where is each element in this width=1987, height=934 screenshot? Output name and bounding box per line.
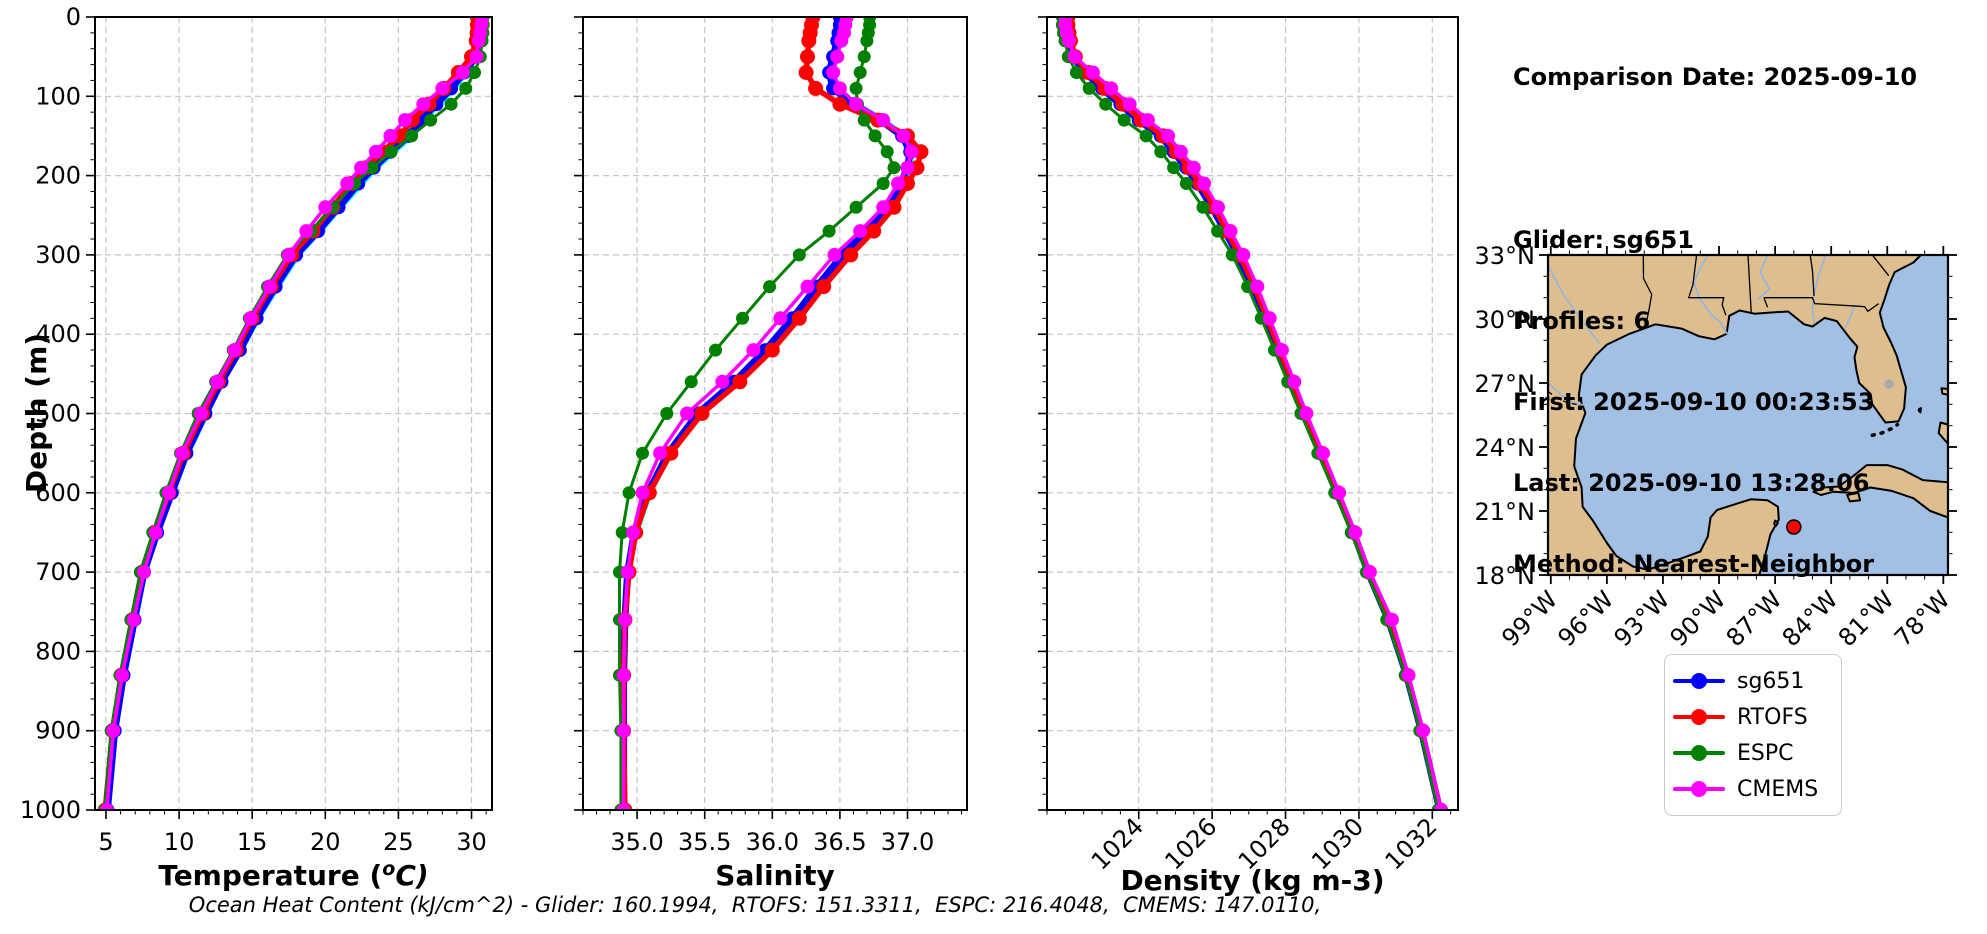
location-map: 33°N30°N27°N24°N21°N18°N99°W96°W93°W90°W… <box>1475 242 1957 652</box>
temperature-series-group <box>97 17 490 810</box>
legend-swatch-CMEMS <box>1673 778 1725 800</box>
depth-tick-labels: 0 100 200 300 400 500 600 700 800 900 1000 <box>20 3 81 824</box>
svg-text:18°N: 18°N <box>1475 562 1536 590</box>
legend-label: RTOFS <box>1737 704 1808 730</box>
temperature-series-RTOFS <box>102 17 481 810</box>
temperature-plot: 5 10 15 20 25 3001002003004005006007008009001… <box>20 3 493 892</box>
svg-text:200: 200 <box>35 162 81 190</box>
map-land <box>1548 255 1948 575</box>
salinity-axis-label: Salinity <box>715 859 834 892</box>
salinity-markers-CMEMS <box>616 17 919 810</box>
density-axis-label: Density (kg m-3) <box>1120 864 1384 897</box>
depth-axis-label: Depth (m) <box>20 333 53 493</box>
temperature-x-tick-labels: 5 10 15 20 25 30 <box>98 828 486 856</box>
svg-text:15: 15 <box>237 828 268 856</box>
svg-text:25: 25 <box>383 828 414 856</box>
svg-text:900: 900 <box>35 717 81 745</box>
svg-text:700: 700 <box>35 558 81 586</box>
temperature-plot-frame <box>94 16 493 811</box>
legend-item-RTOFS: RTOFS <box>1673 699 1831 735</box>
lake-okeechobee <box>1884 379 1895 389</box>
svg-text:35.5: 35.5 <box>678 828 731 856</box>
legend: sg651 RTOFS ESPC CMEMS <box>1664 654 1842 816</box>
svg-text:27°N: 27°N <box>1475 370 1536 398</box>
svg-text:35.0: 35.0 <box>610 828 663 856</box>
profile-plots-figure: Depth (m)5 10 15 20 25 3001002003004005006007… <box>20 3 1459 897</box>
map-state-borders <box>1548 255 1890 406</box>
svg-text:33°N: 33°N <box>1475 242 1536 270</box>
info-panel: Comparison Date: 2025-09-10 Glider: sg65… <box>1513 10 1917 632</box>
svg-text:20: 20 <box>310 828 341 856</box>
legend-item-sg651: sg651 <box>1673 663 1831 699</box>
info-spacer <box>1513 145 1917 173</box>
legend-swatch-RTOFS <box>1673 706 1725 728</box>
temperature-axis-label: Temperature (oC) <box>158 858 428 892</box>
temperature-gridlines <box>95 16 492 811</box>
legend-swatch-sg651 <box>1673 670 1725 692</box>
svg-text:1032: 1032 <box>1380 812 1443 875</box>
salinity-plot: 35.0 35.5 36.0 36.5 37.0 Salinity <box>574 16 968 892</box>
legend-swatch-ESPC <box>1673 742 1725 764</box>
svg-text:30: 30 <box>456 828 487 856</box>
svg-text:800: 800 <box>35 637 81 665</box>
profiles-count-text: Profiles: 6 <box>1513 307 1651 335</box>
last-profile-time-text: Last: 2025-09-10 13:28:06 <box>1513 469 1870 497</box>
density-series-group <box>1055 17 1449 810</box>
ohc-caption: Ocean Heat Content (kJ/cm^2) - Glider: 1… <box>188 893 1322 917</box>
svg-text:10: 10 <box>164 828 195 856</box>
temperature-markers-CMEMS <box>99 17 489 810</box>
first-profile-time-text: First: 2025-09-10 00:23:53 <box>1513 388 1875 416</box>
map-rivers <box>1548 255 1856 575</box>
temperature-series-sg651 <box>103 17 484 810</box>
svg-text:5: 5 <box>98 828 113 856</box>
salinity-ticks <box>574 16 963 819</box>
svg-text:36.0: 36.0 <box>746 828 799 856</box>
density-markers-CMEMS <box>1058 17 1449 810</box>
svg-text:1000: 1000 <box>20 796 81 824</box>
density-gridlines <box>1047 16 1458 811</box>
legend-item-CMEMS: CMEMS <box>1673 771 1831 807</box>
salinity-x-tick-labels: 35.0 35.5 36.0 36.5 37.0 <box>610 828 934 856</box>
density-series-RTOFS <box>1065 17 1444 810</box>
temperature-ticks <box>86 16 487 819</box>
method-text: Method: Nearest-Neighbor <box>1513 550 1875 578</box>
svg-text:100: 100 <box>35 82 81 110</box>
legend-item-ESPC: ESPC <box>1673 735 1831 771</box>
svg-text:30°N: 30°N <box>1475 306 1536 334</box>
svg-text:24°N: 24°N <box>1475 434 1536 462</box>
svg-text:300: 300 <box>35 241 81 269</box>
glider-name-text: Glider: sg651 <box>1513 226 1694 254</box>
map-frame <box>1546 253 1950 577</box>
svg-text:500: 500 <box>35 400 81 428</box>
svg-text:36.5: 36.5 <box>813 828 866 856</box>
svg-text:600: 600 <box>35 479 81 507</box>
legend-label: ESPC <box>1737 740 1794 766</box>
map-ticks <box>1539 246 1957 584</box>
legend-label: sg651 <box>1737 668 1805 694</box>
svg-text:37.0: 37.0 <box>881 828 934 856</box>
svg-text:21°N: 21°N <box>1475 498 1536 526</box>
map-content <box>1548 255 1948 575</box>
svg-text:400: 400 <box>35 320 81 348</box>
comparison-date-text: Comparison Date: 2025-09-10 <box>1513 63 1918 91</box>
legend-label: CMEMS <box>1737 776 1819 802</box>
density-ticks <box>1038 16 1452 819</box>
salinity-series-group <box>613 17 929 810</box>
svg-text:0: 0 <box>66 3 81 31</box>
glider-location-marker <box>1786 519 1802 535</box>
